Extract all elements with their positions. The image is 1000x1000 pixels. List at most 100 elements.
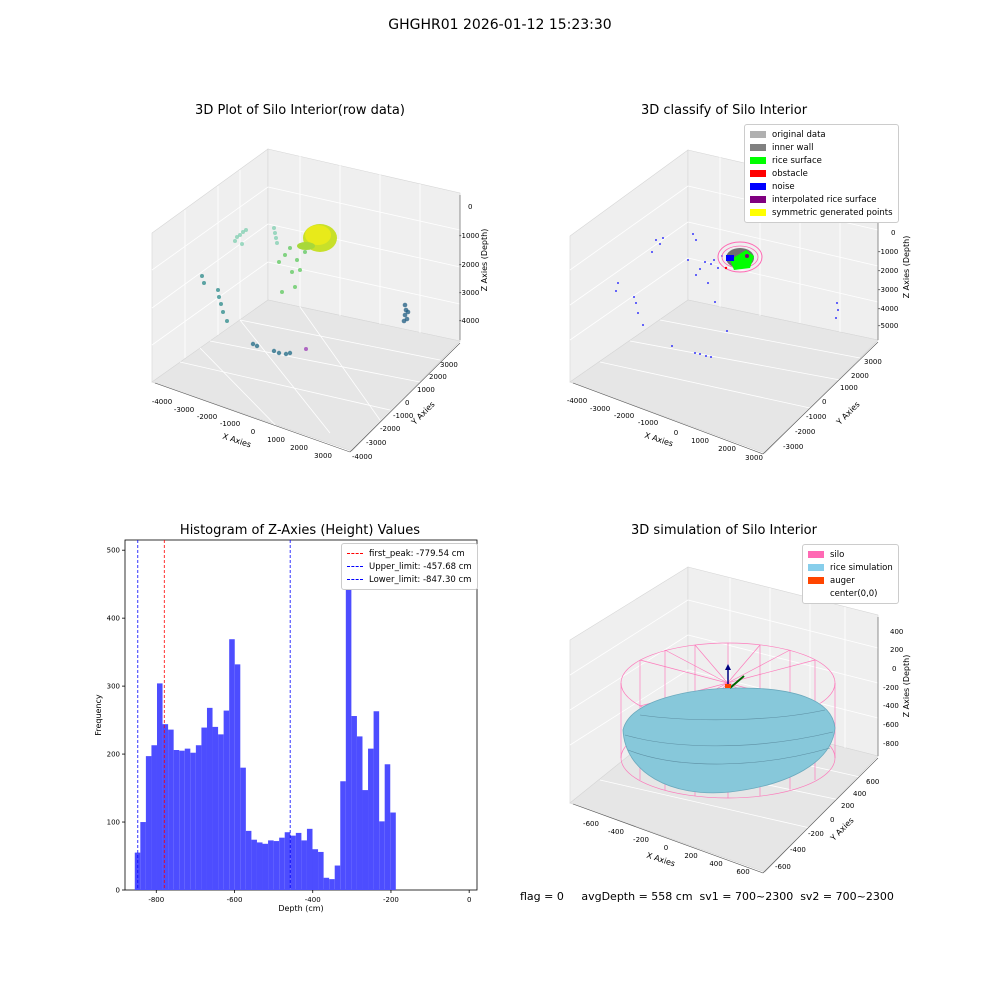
simulation-xtick: -200 (633, 836, 649, 844)
histogram-bar (290, 835, 296, 890)
raw-ytick: -2000 (380, 425, 400, 433)
histogram-bar (390, 812, 396, 890)
simulation-legend-item: auger (808, 574, 893, 587)
simulation-ytick: -200 (808, 830, 824, 838)
raw-ytick: -1000 (393, 412, 413, 420)
histogram-bar (284, 832, 291, 890)
histogram-bar (256, 842, 263, 890)
histogram-bar (206, 707, 213, 890)
raw-xtick: 1000 (267, 436, 285, 444)
histogram-xticks: -800 -600 -400 -200 0 (148, 890, 471, 904)
raw-floor-pane (151, 299, 461, 452)
legend-swatch (750, 157, 766, 164)
histogram-bar (345, 560, 352, 890)
histogram-bar (262, 843, 269, 890)
histogram-ytick-label: 200 (107, 751, 120, 759)
classify-xtick: 2000 (718, 445, 736, 453)
raw-xtick: 3000 (314, 452, 332, 460)
classify-xtick: 0 (674, 429, 678, 437)
simulation-3d-plot: -600 -400 -200 0 200 400 600 X Axies -60… (569, 566, 911, 876)
histogram-bar (195, 745, 202, 890)
histogram-bar (229, 639, 235, 890)
histogram-yticks: 0 100 200 300 400 500 (107, 547, 125, 895)
histogram-xlabel: Depth (cm) (278, 904, 323, 913)
histogram-xtick-label: -600 (227, 896, 243, 904)
classify-ytick: 2000 (851, 372, 869, 380)
classify-legend-item: rice surface (750, 154, 893, 167)
classify-xtick: -4000 (567, 397, 587, 405)
classify-ytick: 0 (822, 398, 826, 406)
histogram-bar (351, 716, 357, 890)
legend-swatch (750, 131, 766, 138)
simulation-xtick: 400 (709, 860, 722, 868)
simulation-ztick: -200 (883, 684, 899, 692)
histogram-bar (190, 752, 196, 890)
histogram-ytick-label: 300 (107, 683, 120, 691)
histogram-bar (212, 726, 219, 890)
raw-xtick: -1000 (220, 420, 240, 428)
histogram-xtick-label: -200 (383, 896, 399, 904)
classify-legend: original data inner wall rice surface ob… (744, 124, 899, 223)
legend-swatch (808, 577, 824, 584)
simulation-ytick: 600 (866, 778, 879, 786)
raw-ytick: 0 (405, 399, 409, 407)
classify-legend-item: obstacle (750, 167, 893, 180)
legend-swatch (750, 196, 766, 203)
raw-xtick: -3000 (174, 406, 194, 414)
histogram-bar (306, 828, 313, 890)
raw-ztick: -4000 (459, 317, 479, 325)
histogram-bar (234, 664, 241, 890)
histogram-xtick-label: -400 (305, 896, 321, 904)
classify-ztick: -3000 (878, 286, 898, 294)
raw-ytick: 2000 (429, 373, 447, 381)
histogram-bar (268, 840, 274, 890)
legend-swatch (750, 183, 766, 190)
simulation-xtick: 200 (684, 852, 697, 860)
histogram-bar (162, 724, 169, 890)
simulation-ztick: -800 (883, 740, 899, 748)
simulation-ytick: -600 (775, 863, 791, 871)
status-footer: flag = 0 avgDepth = 558 cm sv1 = 700~230… (520, 890, 894, 903)
histogram-bar (179, 750, 185, 890)
histogram-bar (279, 837, 285, 890)
histogram-bar (151, 745, 157, 890)
histogram-bar (384, 764, 391, 890)
classify-ztick: 0 (891, 229, 895, 237)
histogram-bar (140, 822, 146, 890)
raw-plot-title: 3D Plot of Silo Interior(row data) (195, 103, 405, 118)
histogram-bar (240, 767, 246, 890)
histogram-bar (295, 832, 302, 890)
histogram-bars (134, 560, 396, 890)
histogram-ytick-label: 500 (107, 547, 120, 555)
histogram-bar (245, 830, 252, 890)
classify-xtick: -3000 (590, 405, 610, 413)
simulation-legend-item: silo (808, 548, 893, 561)
raw-ytick: 3000 (440, 361, 458, 369)
classify-ytick: 1000 (840, 384, 858, 392)
classify-legend-item: inner wall (750, 141, 893, 154)
histogram-bar (273, 841, 280, 890)
histogram-bar (218, 734, 224, 890)
raw-ztick: -1000 (459, 232, 479, 240)
histogram-bar (323, 877, 330, 890)
classify-xtick: 3000 (745, 454, 763, 462)
simulation-ytick: 0 (830, 816, 834, 824)
classify-legend-item: symmetric generated points (750, 206, 893, 219)
raw-ztick: 0 (468, 203, 472, 211)
classify-ytick: -1000 (806, 413, 826, 421)
histogram-bar (312, 849, 319, 890)
raw-xtick: 0 (251, 428, 255, 436)
simulation-ytick: 200 (841, 802, 854, 810)
histogram-bar (301, 840, 307, 890)
histogram-lines (137, 540, 291, 890)
raw-ytick: -3000 (366, 439, 386, 447)
classify-legend-item: original data (750, 128, 893, 141)
histogram-bar (368, 748, 374, 890)
histogram-xtick-label: -800 (148, 896, 164, 904)
legend-swatch (808, 564, 824, 571)
simulation-legend: silo rice simulation auger center(0,0) (802, 544, 899, 604)
simulation-ytick: 400 (853, 790, 866, 798)
histogram-legend-item: Upper_limit: -457.68 cm (347, 560, 472, 573)
simulation-zlabel: Z Axies (Depth) (902, 655, 911, 718)
simulation-ztick: 400 (890, 628, 903, 636)
